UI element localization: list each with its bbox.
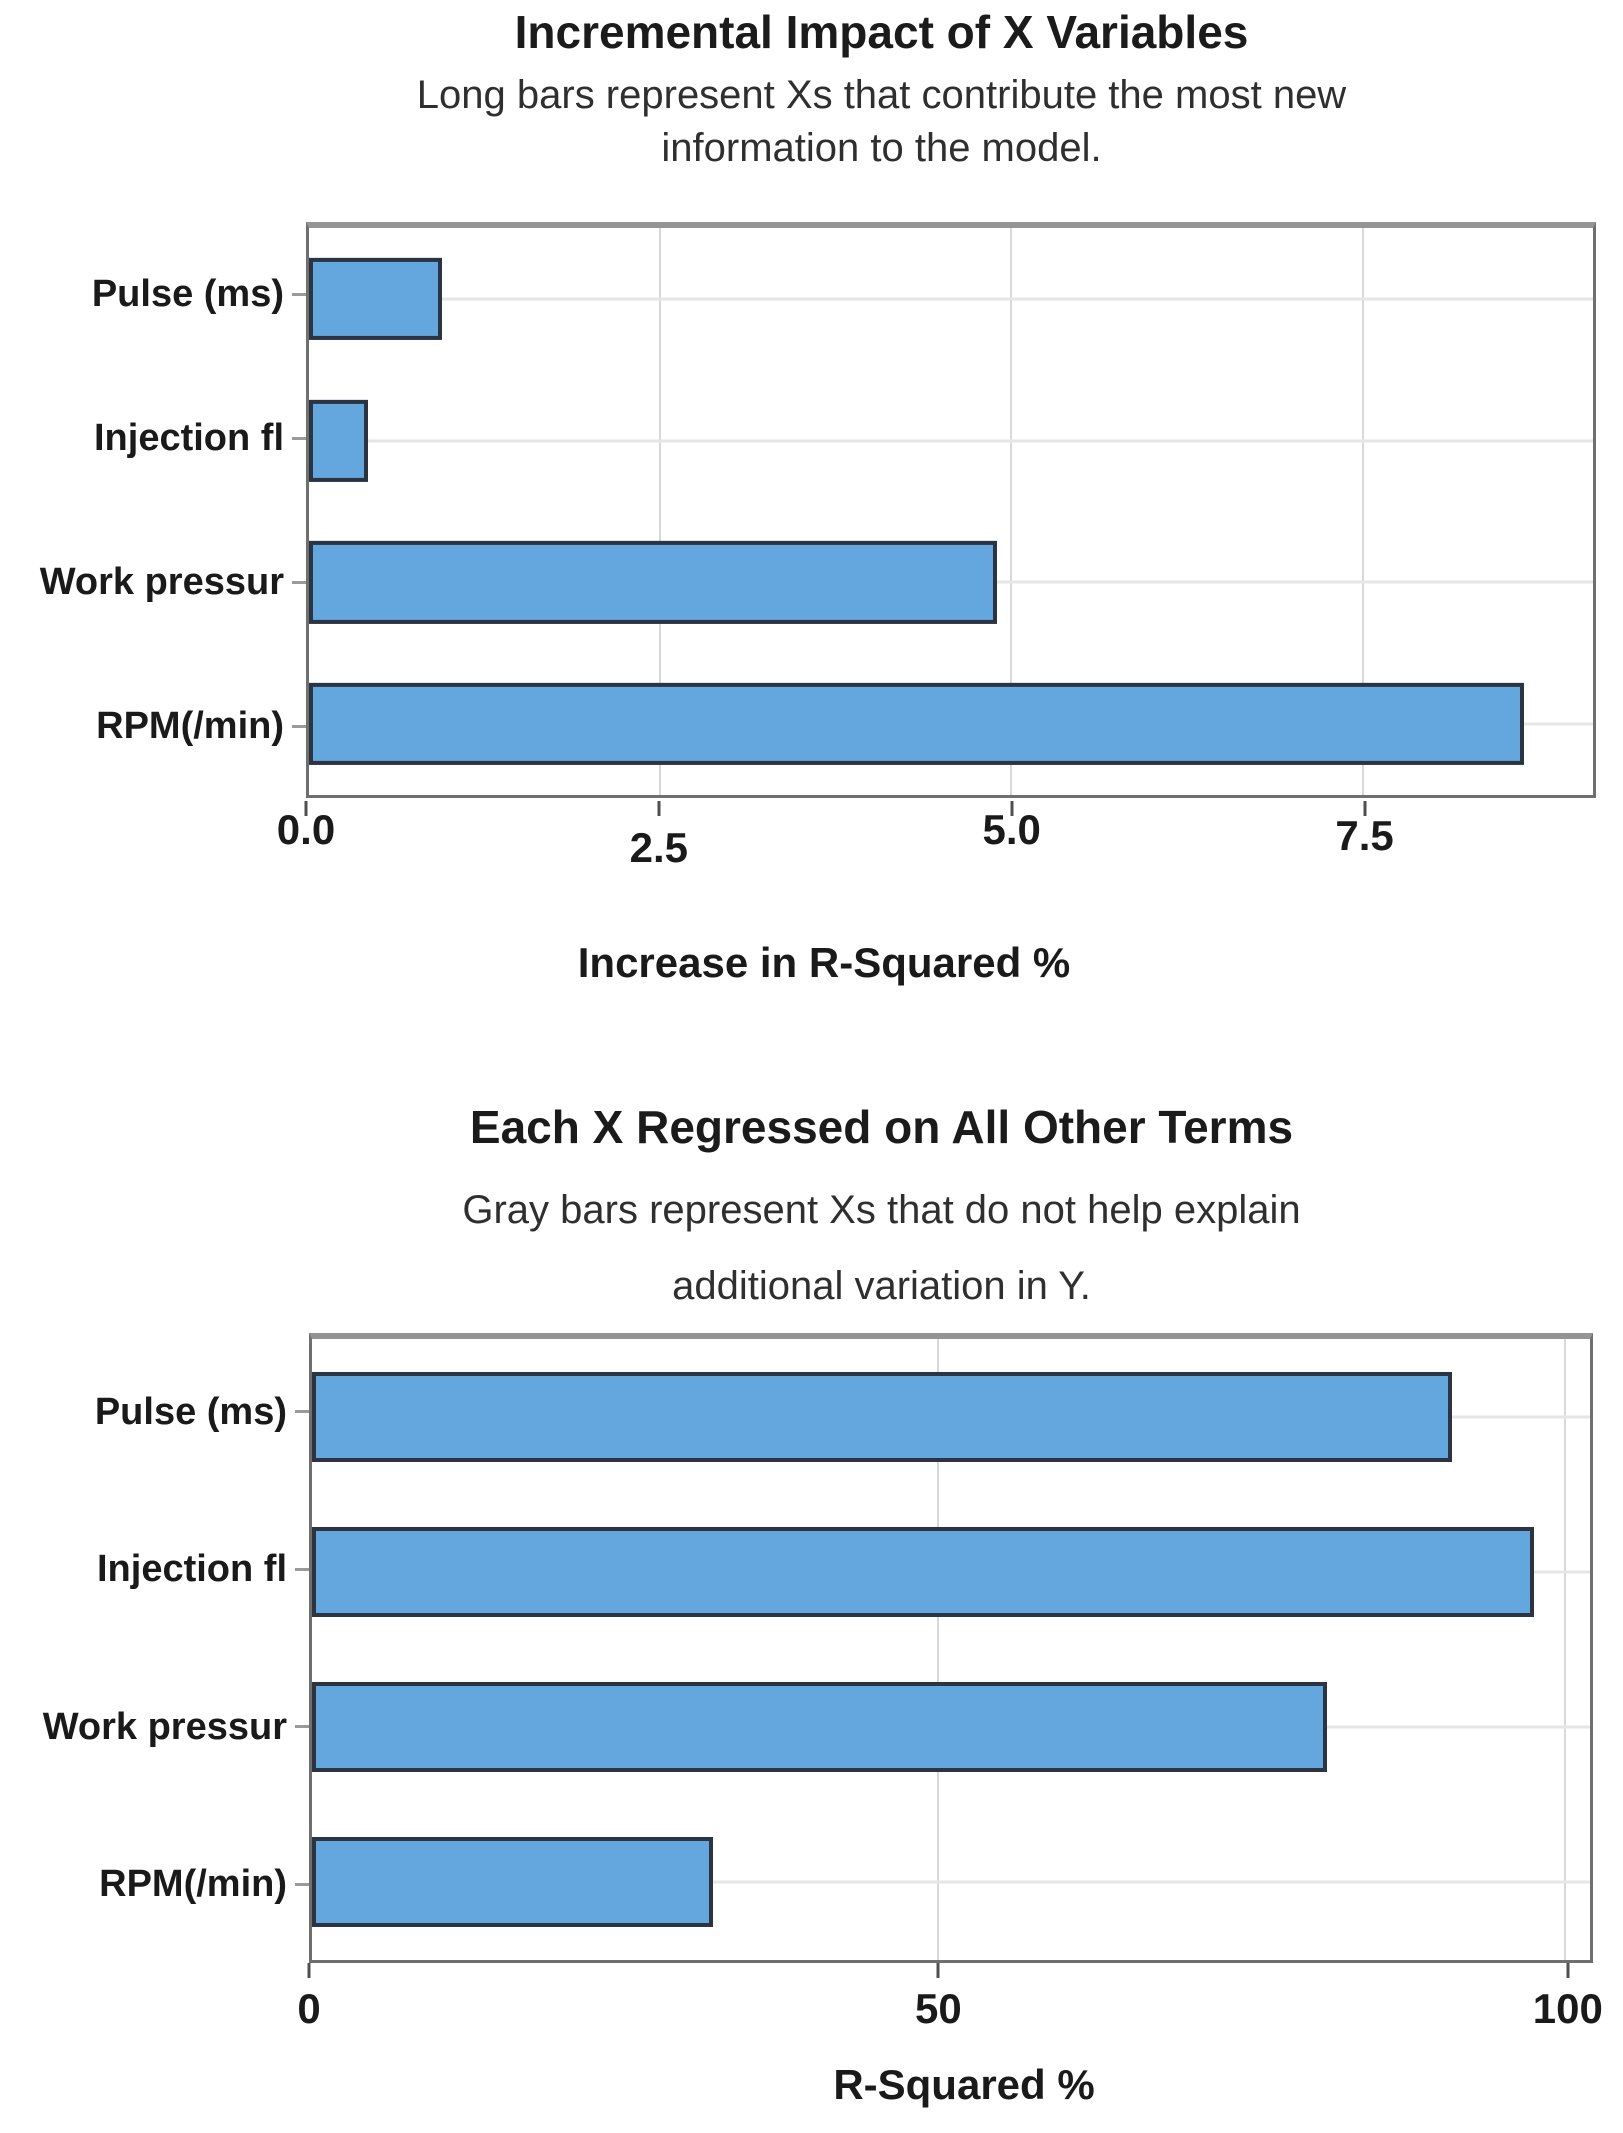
y-tick-mark [295, 1725, 309, 1729]
x-tick-label: 0 [297, 1985, 321, 2032]
x-tick-label: 2.5 [629, 824, 689, 871]
chart-subtitle-line-2: additional variation in Y. [672, 1264, 1091, 1308]
y-tick-mark [295, 1882, 309, 1886]
bar-rows [309, 228, 1593, 795]
x-tick-label: 5.0 [982, 806, 1041, 853]
bar [312, 1371, 1453, 1462]
x-tick-mark [1010, 801, 1014, 816]
x-tick-mark [304, 801, 308, 816]
vertical-gridline [1361, 228, 1364, 795]
bar-row [312, 1805, 1590, 1960]
x-tick-label: 7.5 [1335, 812, 1394, 859]
x-axis-ticks: 0.0 2.5 5.0 7.5 [277, 801, 1596, 891]
horizontal-gridline [312, 1880, 1590, 1884]
bar-row [312, 1494, 1590, 1649]
category-label-text: Pulse (ms) [91, 273, 284, 315]
bar [312, 1682, 1327, 1773]
x-tick-label: 100 [1532, 1985, 1603, 2032]
y-tick-mark [295, 1410, 309, 1414]
y-tick-mark [292, 436, 306, 440]
x-tick-mark [307, 1963, 311, 1978]
y-tick-mark [292, 292, 306, 296]
category-label: Injection fl [0, 366, 306, 510]
category-label: Injection fl [0, 1491, 309, 1649]
bar-rows [312, 1339, 1590, 1960]
bar-row [309, 653, 1593, 795]
x-tick-label: 0.0 [276, 806, 336, 853]
x-tick-label: 50 [915, 1985, 962, 2032]
vertical-gridline [1563, 1339, 1566, 1960]
vertical-gridline [659, 228, 662, 795]
category-label: Work pressur [0, 1648, 309, 1806]
bar [312, 1526, 1534, 1617]
x-axis-title: Increase in R-Squared % [577, 939, 1071, 986]
bar-row [312, 1650, 1590, 1805]
bar [312, 1837, 713, 1928]
bar [309, 399, 368, 482]
y-axis-labels: Pulse (ms) Injection fl Work pressur RPM(/m… [0, 222, 306, 798]
x-tick-mark [657, 801, 661, 816]
vertical-gridline [937, 1339, 940, 1960]
y-axis-labels: Pulse (ms) Injection fl Work pressur RPM(/m… [0, 1333, 309, 1963]
category-label: Pulse (ms) [0, 222, 306, 366]
x-tick-mark [1363, 801, 1367, 816]
bar-row [309, 512, 1593, 654]
category-label-text: RPM(/min) [99, 1863, 287, 1906]
plot-area [306, 222, 1596, 798]
y-tick-mark [292, 724, 306, 728]
chart-title: Incremental Impact of X Variables [514, 6, 1249, 58]
category-label: Pulse (ms) [0, 1333, 309, 1491]
category-label: RPM(/min) [0, 654, 306, 798]
vertical-gridline [1010, 228, 1013, 795]
category-label: RPM(/min) [0, 1806, 309, 1964]
x-tick-mark [1566, 1963, 1570, 1978]
category-label-text: Injection fl [97, 1548, 287, 1591]
x-axis-title: R-Squared % [833, 2061, 1095, 2108]
bar-row [312, 1339, 1590, 1494]
category-label: Work pressur [0, 510, 306, 654]
y-tick-mark [292, 580, 306, 584]
plot-area [309, 1333, 1593, 1963]
category-label-text: Work pressur [42, 1705, 287, 1748]
horizontal-gridline [309, 297, 1593, 301]
chart-subtitle-line-2: information to the model. [661, 126, 1102, 170]
horizontal-gridline [309, 439, 1593, 443]
x-axis-ticks: 0 50 100 [297, 1963, 1603, 2053]
chart-subtitle-line-1: Gray bars represent Xs that do not help … [462, 1188, 1301, 1232]
category-label-text: Pulse (ms) [94, 1390, 287, 1433]
bar [309, 683, 1525, 766]
category-label-text: RPM(/min) [96, 705, 284, 747]
category-label-text: Work pressur [39, 561, 284, 603]
bar [309, 257, 443, 340]
bar-row [309, 370, 1593, 512]
y-tick-mark [295, 1567, 309, 1571]
bar [309, 541, 998, 624]
category-label-text: Injection fl [94, 417, 284, 459]
bar-row [309, 228, 1593, 370]
chart-subtitle-line-1: Long bars represent Xs that contribute t… [416, 73, 1347, 117]
x-tick-mark [936, 1963, 940, 1978]
chart-title: Each X Regressed on All Other Terms [469, 1101, 1294, 1153]
